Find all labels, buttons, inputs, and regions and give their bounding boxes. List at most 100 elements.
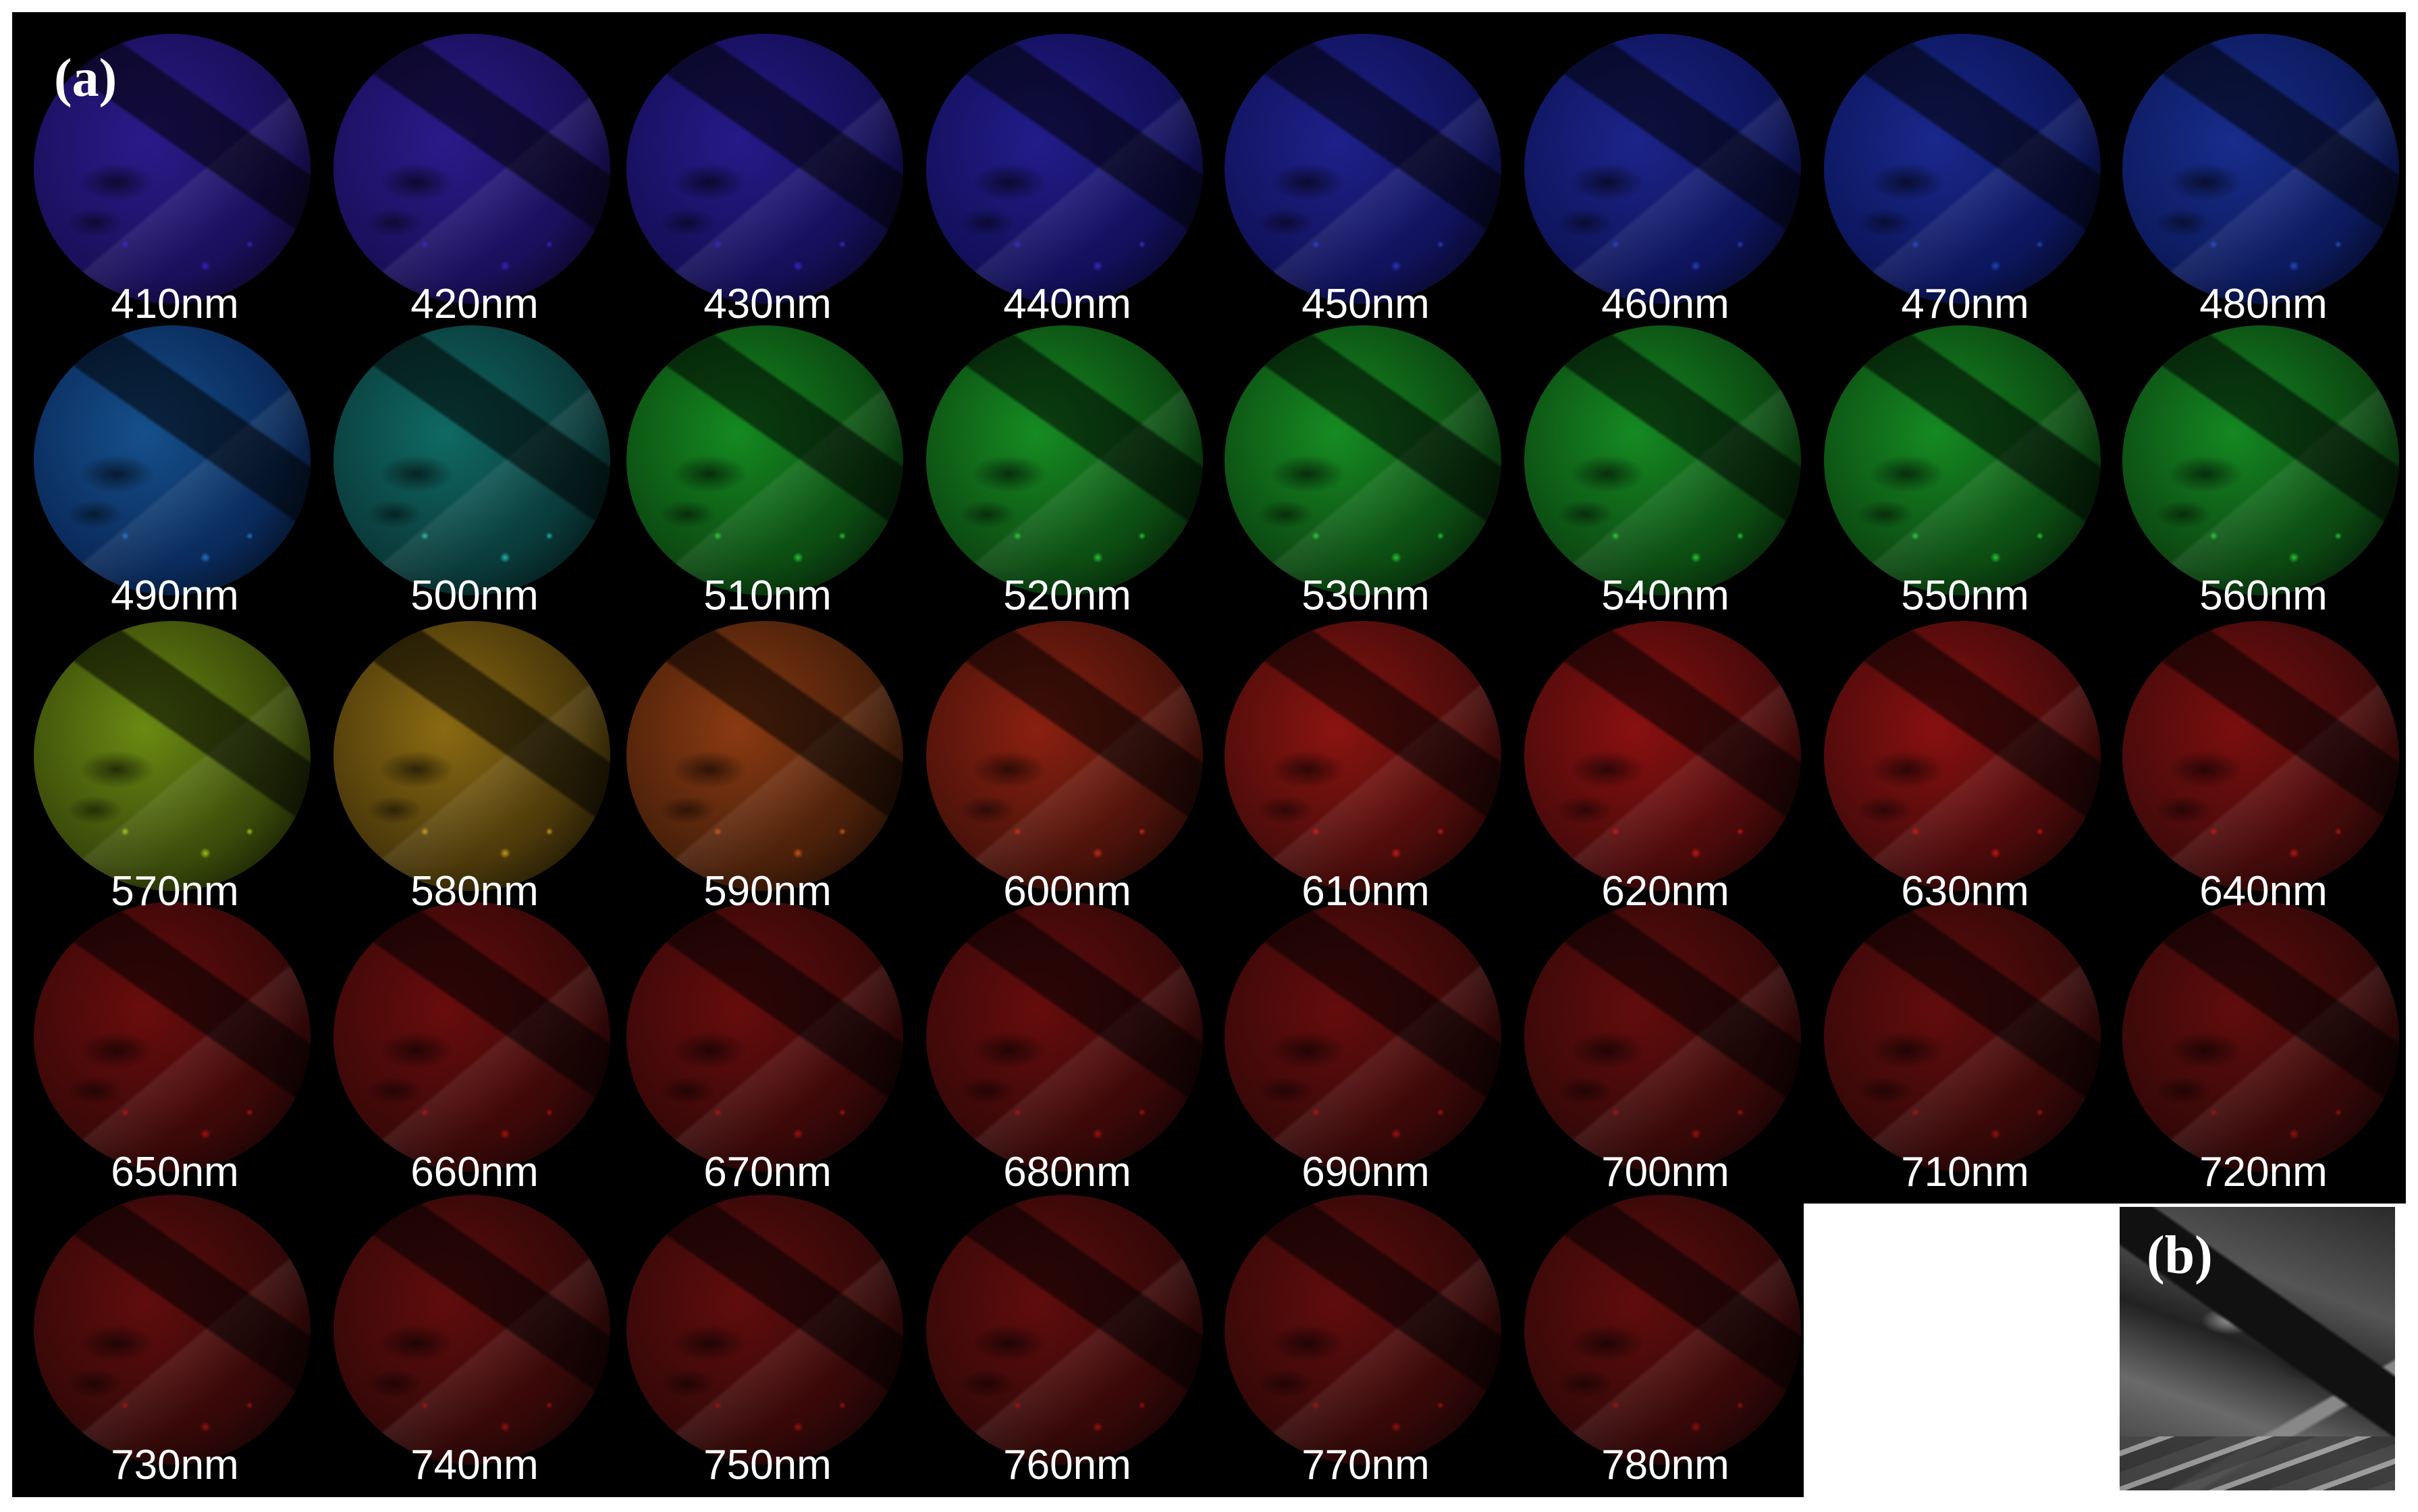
- wavelength-label: 720nm: [2199, 1149, 2328, 1195]
- wavelength-label: 610nm: [1301, 868, 1430, 915]
- wavelength-label: 410nm: [111, 281, 239, 327]
- band-tile: 740nm: [324, 1188, 625, 1486]
- band-tile: 610nm: [1215, 614, 1516, 913]
- band-tile: 650nm: [24, 895, 325, 1193]
- band-tile: 770nm: [1215, 1188, 1516, 1486]
- band-image: [1225, 902, 1501, 1172]
- band-image: [34, 34, 311, 304]
- band-image: [333, 34, 610, 304]
- band-tile: 450nm: [1215, 27, 1516, 325]
- wavelength-label: 590nm: [703, 868, 832, 915]
- band-image: [333, 902, 610, 1172]
- wavelength-label: 480nm: [2199, 281, 2328, 327]
- wavelength-label: 660nm: [410, 1149, 539, 1195]
- band-tile: 470nm: [1815, 27, 2116, 325]
- band-tile: 700nm: [1515, 895, 1816, 1193]
- band-image: [34, 1195, 311, 1465]
- band-image: [34, 621, 311, 891]
- band-tile: 480nm: [2113, 27, 2414, 325]
- band-tile: 690nm: [1215, 895, 1516, 1193]
- band-image: [2122, 325, 2399, 595]
- band-image: [34, 325, 311, 595]
- band-image: [926, 325, 1203, 595]
- band-tile: 520nm: [917, 319, 1218, 617]
- band-image: [926, 1195, 1203, 1465]
- band-tile: 620nm: [1515, 614, 1816, 913]
- wavelength-label: 430nm: [703, 281, 832, 327]
- band-tile: 460nm: [1515, 27, 1816, 325]
- band-image: [1524, 902, 1801, 1172]
- band-tile: 410nm: [24, 27, 325, 325]
- wavelength-label: 580nm: [410, 868, 539, 915]
- band-tile: 580nm: [324, 614, 625, 913]
- wavelength-label: 420nm: [410, 281, 539, 327]
- band-image: [1225, 325, 1501, 595]
- band-image: [926, 621, 1203, 891]
- wavelength-label: 730nm: [111, 1442, 239, 1488]
- wavelength-label: 450nm: [1301, 281, 1430, 327]
- wavelength-label: 740nm: [410, 1442, 539, 1488]
- band-tile: 530nm: [1215, 319, 1516, 617]
- band-tile: 780nm: [1515, 1188, 1816, 1486]
- band-image: [626, 34, 903, 304]
- wavelength-label: 760nm: [1003, 1442, 1131, 1488]
- band-tile: 440nm: [917, 27, 1218, 325]
- band-image: [626, 325, 903, 595]
- band-image: [333, 325, 610, 595]
- band-image: [2122, 621, 2399, 891]
- wavelength-label: 670nm: [703, 1149, 832, 1195]
- band-image: [626, 621, 903, 891]
- panel-b-grayscale-image: [2120, 1207, 2395, 1490]
- wavelength-label: 460nm: [1601, 281, 1729, 327]
- wavelength-label: 600nm: [1003, 868, 1131, 915]
- band-image: [1824, 34, 2101, 304]
- wavelength-label: 700nm: [1601, 1149, 1729, 1195]
- wavelength-label: 620nm: [1601, 868, 1729, 915]
- band-tile: 660nm: [324, 895, 625, 1193]
- band-tile: 490nm: [24, 319, 325, 617]
- band-image: [1225, 1195, 1501, 1465]
- band-image: [2122, 902, 2399, 1172]
- wavelength-label: 520nm: [1003, 572, 1131, 619]
- panel-b-label: (b): [2147, 1226, 2213, 1285]
- band-tile: 680nm: [917, 895, 1218, 1193]
- wavelength-label: 690nm: [1301, 1149, 1430, 1195]
- band-image: [1824, 325, 2101, 595]
- panel-a-label: (a): [54, 49, 117, 108]
- band-tile: 670nm: [617, 895, 918, 1193]
- band-image: [926, 902, 1203, 1172]
- band-tile: 600nm: [917, 614, 1218, 913]
- wavelength-label: 500nm: [410, 572, 539, 619]
- band-image: [1524, 325, 1801, 595]
- band-tile: 550nm: [1815, 319, 2116, 617]
- wavelength-label: 750nm: [703, 1442, 832, 1488]
- wavelength-label: 650nm: [111, 1149, 239, 1195]
- wavelength-label: 570nm: [111, 868, 239, 915]
- wavelength-label: 630nm: [1901, 868, 2029, 915]
- band-tile: 540nm: [1515, 319, 1816, 617]
- wavelength-label: 680nm: [1003, 1149, 1131, 1195]
- band-tile: 510nm: [617, 319, 918, 617]
- band-image: [1524, 34, 1801, 304]
- wavelength-label: 470nm: [1901, 281, 2029, 327]
- wavelength-label: 640nm: [2199, 868, 2328, 915]
- wavelength-label: 550nm: [1901, 572, 2029, 619]
- band-image: [1225, 34, 1501, 304]
- band-image: [333, 1195, 610, 1465]
- band-tile: 730nm: [24, 1188, 325, 1486]
- wavelength-label: 710nm: [1901, 1149, 2029, 1195]
- band-tile: 630nm: [1815, 614, 2116, 913]
- band-image: [34, 902, 311, 1172]
- band-tile: 590nm: [617, 614, 918, 913]
- band-image: [1824, 902, 2101, 1172]
- wavelength-label: 540nm: [1601, 572, 1729, 619]
- band-tile: 420nm: [324, 27, 625, 325]
- band-image: [926, 34, 1203, 304]
- band-image: [626, 902, 903, 1172]
- wavelength-label: 780nm: [1601, 1442, 1729, 1488]
- band-image: [333, 621, 610, 891]
- band-tile: 500nm: [324, 319, 625, 617]
- band-image: [1225, 621, 1501, 891]
- wavelength-label: 440nm: [1003, 281, 1131, 327]
- wavelength-label: 530nm: [1301, 572, 1430, 619]
